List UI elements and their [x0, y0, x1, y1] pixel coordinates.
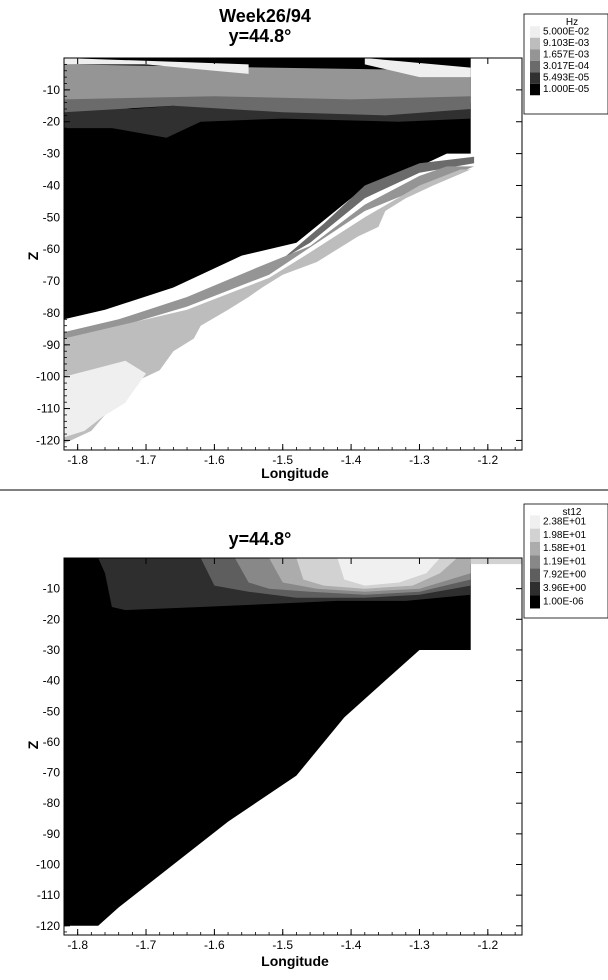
chart-1-legend-title: Hz: [566, 17, 578, 28]
legend-level-label: 3.96E+00: [543, 583, 587, 594]
legend-level-label: 5.000E-02: [543, 27, 590, 38]
legend-level-label: 3.017E-04: [543, 61, 590, 72]
x-tick-label: -1.3: [409, 453, 430, 467]
y-tick-label: -30: [43, 643, 61, 657]
contour-region-7: [337, 558, 440, 586]
y-tick-label: -80: [43, 796, 61, 810]
chart-1-title: Week26/94: [219, 6, 311, 26]
contour-region-9: [364, 58, 471, 78]
x-tick-label: -1.8: [67, 453, 88, 467]
legend-level-label: 1.19E+01: [543, 556, 587, 567]
y-tick-label: -120: [36, 433, 60, 447]
contour-region-6: [64, 166, 475, 345]
legend-swatch: [530, 49, 540, 61]
chart-1-legend: Hz 5.000E-029.103E-031.657E-033.017E-045…: [523, 13, 608, 115]
chart-2-x-axis: -1.8 -1.7 -1.6 -1.5 -1.4 -1.3 -1.2: [67, 558, 516, 952]
legend-swatch: [530, 83, 540, 96]
y-tick-label: -100: [36, 858, 60, 872]
legend-level-label: 1.58E+01: [543, 543, 587, 554]
legend-swatch: [530, 72, 540, 84]
x-tick-label: -1.2: [477, 453, 498, 467]
contour-region-8: [64, 58, 249, 74]
y-tick-label: -40: [43, 674, 61, 688]
x-tick-label: -1.5: [272, 453, 293, 467]
legend-swatch: [530, 26, 540, 38]
legend-level-label: 2.38E+01: [543, 517, 587, 528]
legend-level-label: 5.493E-05: [543, 73, 590, 84]
chart-1-x-axis-label: Longitude: [261, 465, 329, 481]
contour-region-1: [64, 558, 471, 926]
x-tick-label: -1.7: [136, 938, 157, 952]
chart-2-y-axis: -10 -20 -30 -40 -50 -60 -70 -80 -90 -100 -110 -120: [36, 563, 522, 933]
legend-level-label: 1.000E-05: [543, 84, 590, 95]
y-tick-label: -90: [43, 338, 61, 352]
x-tick-label: -1.2: [477, 938, 498, 952]
y-tick-label: -100: [36, 370, 60, 384]
y-tick-label: -10: [43, 582, 61, 596]
legend-swatch: [530, 37, 540, 50]
legend-swatch: [530, 555, 540, 569]
legend-level-label: 7.92E+00: [543, 570, 587, 581]
chart-2-contour-regions: [64, 558, 522, 926]
legend-swatch: [530, 528, 540, 542]
y-tick-label: -30: [43, 147, 61, 161]
contour-region-10: [64, 360, 146, 438]
contour-region-5: [64, 64, 471, 100]
y-tick-label: -20: [43, 115, 61, 129]
y-tick-label: -80: [43, 306, 61, 320]
x-tick-label: -1.7: [136, 453, 157, 467]
y-tick-label: -60: [43, 242, 61, 256]
x-tick-label: -1.4: [341, 938, 362, 952]
chart-1-contour-regions: [64, 58, 475, 444]
legend-level-label: 1.00E-06: [543, 596, 584, 607]
chart-1-y-axis: -10 -20 -30 -40 -50 -60 -70 -80 -90 -100 -110 -120: [36, 63, 522, 447]
legend-swatch: [530, 541, 540, 556]
x-tick-label: -1.6: [204, 938, 225, 952]
chart-2-title: y=44.8°: [229, 529, 292, 549]
chart-1-subtitle: y=44.8°: [229, 26, 292, 46]
chart-2-y-axis-label: Z: [25, 740, 41, 749]
y-tick-label: -60: [43, 735, 61, 749]
chart-1-y-axis-label: Z: [25, 251, 41, 260]
x-tick-label: -1.3: [409, 938, 430, 952]
legend-level-label: 9.103E-03: [543, 38, 590, 49]
chart-1: Week26/94 y=44.8° -1.8 -1.7 -1.6 -1.5 -1.4 -1…: [25, 6, 608, 481]
y-tick-label: -20: [43, 612, 61, 626]
y-tick-label: -120: [36, 919, 60, 933]
chart-2-plot-frame: [63, 557, 523, 936]
y-tick-label: -110: [37, 888, 60, 902]
legend-level-label: 1.657E-03: [543, 50, 590, 61]
y-tick-label: -70: [43, 274, 61, 288]
legend-swatch: [530, 60, 540, 73]
y-tick-label: -50: [43, 210, 61, 224]
x-tick-label: -1.4: [341, 453, 362, 467]
y-tick-label: -50: [43, 704, 61, 718]
chart-2-x-axis-label: Longitude: [261, 953, 329, 969]
legend-swatch: [530, 595, 540, 609]
y-tick-label: -110: [37, 402, 60, 416]
chart-2-legend-title: st12: [563, 507, 582, 518]
y-tick-label: -40: [43, 178, 61, 192]
y-tick-label: -10: [43, 83, 61, 97]
chart-2-legend: st12 2.38E+01 1.98E+01 1.58E+01 1.19E+01 7.9…: [523, 503, 608, 619]
legend-swatch: [530, 515, 540, 529]
contour-region-8: [470, 558, 522, 565]
chart-1-x-axis: -1.8 -1.7 -1.6 -1.5 -1.4 -1.3 -1.2: [67, 58, 516, 467]
legend-level-label: 1.98E+01: [543, 530, 587, 541]
chart-2: y=44.8° -1.8 -1.7 -1.6 -1.5 -1.4 -1.3 -1.2 -10…: [25, 503, 608, 969]
x-tick-label: -1.6: [204, 453, 225, 467]
x-tick-label: -1.8: [67, 938, 88, 952]
legend-swatch: [530, 568, 540, 582]
legend-swatch: [530, 581, 540, 596]
chart-1-plot-frame: [63, 57, 523, 451]
y-tick-label: -70: [43, 766, 61, 780]
x-tick-label: -1.5: [272, 938, 293, 952]
y-tick-label: -90: [43, 827, 61, 841]
